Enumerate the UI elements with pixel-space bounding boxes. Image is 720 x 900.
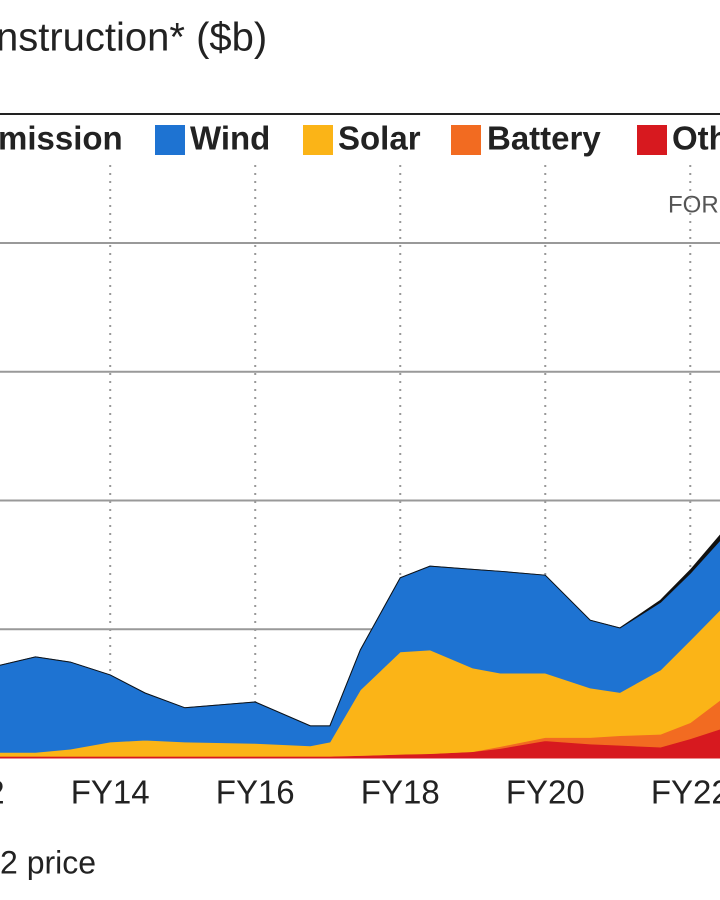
legend-label: Battery	[487, 120, 601, 157]
legend-label: Oth	[672, 120, 720, 157]
x-tick-label: FY18	[361, 774, 440, 811]
legend-swatch	[451, 125, 481, 155]
x-tick-label: FY12	[0, 774, 5, 811]
forecast-label: FOR	[668, 191, 719, 218]
footnote: 2 price	[0, 844, 96, 880]
x-tick-label: FY20	[506, 774, 585, 811]
x-tick-label: FY16	[216, 774, 295, 811]
legend-swatch	[303, 125, 333, 155]
area	[0, 534, 720, 727]
legend-label: Solar	[338, 120, 421, 157]
legend-label: Wind	[190, 120, 270, 157]
legend-swatch	[637, 125, 667, 155]
legend-swatch	[155, 125, 185, 155]
chart-title: nstruction* ($b)	[0, 16, 267, 60]
x-tick-label: FY14	[71, 774, 150, 811]
x-tick-label: FY22	[651, 774, 720, 811]
legend-label: mission	[0, 120, 123, 157]
